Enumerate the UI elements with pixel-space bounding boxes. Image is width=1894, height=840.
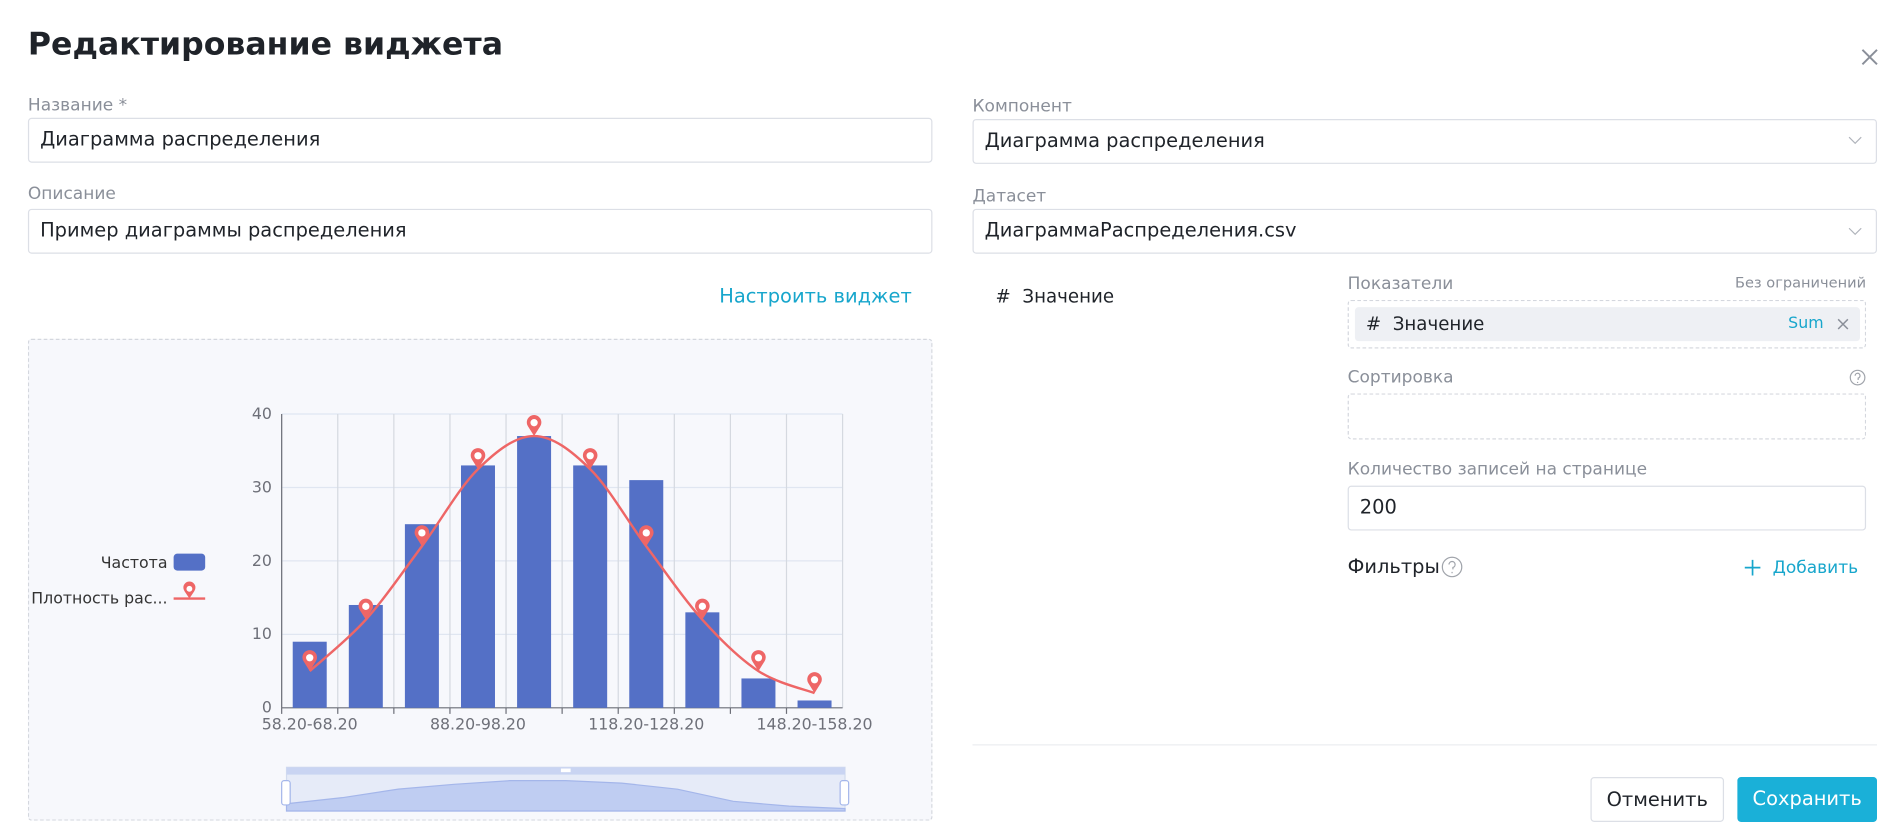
field-item[interactable]: # Значение [996,285,1115,307]
legend-label: Частота [101,553,168,572]
pin-hole [306,654,314,662]
bar [685,612,720,708]
y-tick-label: 0 [262,698,272,717]
chip-remove[interactable] [1837,318,1849,330]
pin-hole [474,452,482,460]
pin-hole [418,529,426,537]
component-select[interactable]: Диаграмма распределения [972,118,1877,164]
chevron [1848,136,1862,145]
y-tick-label: 30 [252,477,272,496]
field-icon: # [995,285,1011,308]
page-size-label: Количество записей на странице [1347,460,1648,480]
bar [348,604,383,708]
pin-hole [810,676,819,684]
y-tick-label: 10 [252,624,272,643]
configure-link[interactable]: Настроить виджет [719,284,912,308]
save-button[interactable]: Сохранить [1737,777,1877,822]
legend-pin-hole [186,585,193,592]
description-label: Описание [27,184,116,204]
legend-label: Плотность рас... [31,588,167,607]
metric-icon: # [1365,313,1382,336]
pin-hole [754,654,763,662]
description-input[interactable]: Пример диаграммы распределения [27,208,933,254]
metrics-limit: Без ограничений [1734,274,1867,292]
metric-chip[interactable]: # Значение Sum [1354,307,1861,342]
metrics-drop [1347,299,1867,349]
bar [629,480,664,708]
dialog-title: Редактирование виджета [27,26,503,64]
density-line [308,434,815,695]
help-icon[interactable] [1849,369,1866,386]
component-label: Компонент [972,97,1072,117]
page-size-input[interactable]: 200 [1347,485,1867,531]
close-button[interactable] [1860,47,1879,66]
plus-icon [1744,559,1761,576]
y-tick-label: 40 [252,404,272,423]
bar [517,436,552,708]
x-tick-label: 118.20-128.20 [588,715,704,734]
metric-aggregation[interactable]: Sum [1788,314,1824,333]
x-tick-label: 58.20-68.20 [262,715,358,734]
bar [460,465,495,708]
metrics-label: Показатели [1347,274,1454,294]
bar [404,524,439,708]
pin-hole [586,452,594,460]
pin-hole [642,529,650,537]
dataset-label: Датасет [972,186,1047,207]
zoom-slider[interactable] [281,766,850,812]
chevron [1848,227,1862,236]
filters-label: Фильтры [1347,554,1440,578]
y-tick-label: 20 [252,551,272,570]
pin-hole [698,602,706,610]
divider [972,744,1877,746]
add-filter[interactable]: Добавить [1772,558,1859,578]
legend-swatch [173,553,206,571]
x-tick-label: 148.20-158.20 [757,715,873,734]
bar [741,678,776,708]
pin-hole [362,602,370,610]
sort-drop [1347,393,1867,440]
name-input[interactable]: Диаграмма распределения [27,117,933,163]
field-name: Значение [1022,285,1115,308]
sort-label: Сортировка [1347,367,1454,388]
metric-name: Значение [1392,313,1485,336]
bar [573,465,608,708]
help-icon[interactable] [1441,556,1463,578]
dataset-select[interactable]: ДиаграммаРаспределения.csv [972,208,1877,254]
name-label: Название * [27,95,128,116]
cancel-button[interactable]: Отменить [1590,777,1725,822]
bar [797,700,832,708]
x-tick-label: 88.20-98.20 [430,715,526,734]
pin-hole [530,419,538,427]
